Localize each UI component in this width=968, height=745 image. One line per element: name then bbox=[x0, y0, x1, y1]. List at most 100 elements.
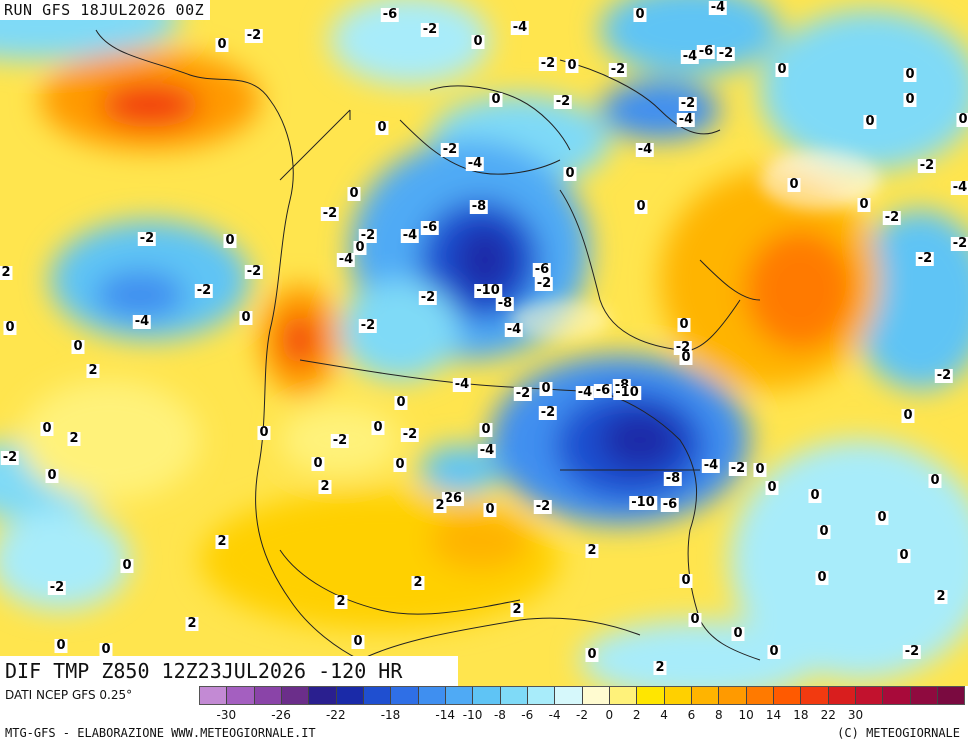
contour-value-label: 0 bbox=[901, 408, 915, 423]
legend-tick-label: 14 bbox=[765, 708, 782, 722]
contour-value-label: 0 bbox=[539, 381, 553, 396]
legend-tick-label: -8 bbox=[493, 708, 506, 722]
legend-swatch bbox=[637, 687, 665, 704]
contour-value-label: -4 bbox=[400, 228, 420, 243]
contour-value-label: 0 bbox=[347, 186, 361, 201]
contour-value-label: 0 bbox=[215, 37, 229, 52]
contour-value-label: 0 bbox=[956, 112, 968, 127]
contour-value-label: -2 bbox=[950, 236, 968, 251]
contour-value-label: 0 bbox=[479, 422, 493, 437]
contour-value-label: -2 bbox=[608, 62, 628, 77]
contour-value-label: 2 bbox=[215, 534, 229, 549]
legend-tick-label: -22 bbox=[325, 708, 346, 722]
contour-value-label: -2 bbox=[358, 318, 378, 333]
contour-value-label: 0 bbox=[633, 7, 647, 22]
contour-value-label: 2 bbox=[0, 265, 13, 280]
legend-tick-label: 8 bbox=[714, 708, 723, 722]
contour-value-label: -4 bbox=[336, 252, 356, 267]
contour-value-label: -2 bbox=[882, 210, 902, 225]
contour-value-label: 0 bbox=[483, 502, 497, 517]
contour-value-label: -2 bbox=[244, 264, 264, 279]
legend-swatch bbox=[910, 687, 938, 704]
contour-value-label: -2 bbox=[47, 580, 67, 595]
contour-value-label: 2 bbox=[585, 543, 599, 558]
contour-value-label: 0 bbox=[563, 166, 577, 181]
contour-value-label: 0 bbox=[688, 612, 702, 627]
contour-value-label: 0 bbox=[471, 34, 485, 49]
contour-value-label: -10 bbox=[629, 495, 657, 510]
contour-value-label: 2 bbox=[318, 479, 332, 494]
contour-value-label: 0 bbox=[928, 473, 942, 488]
contour-value-label: 0 bbox=[565, 58, 579, 73]
contour-value-label: -4 bbox=[510, 20, 530, 35]
contour-value-label: -2 bbox=[320, 206, 340, 221]
contour-value-label: 0 bbox=[54, 638, 68, 653]
contour-value-label: 0 bbox=[731, 626, 745, 641]
contour-value-label: 0 bbox=[353, 240, 367, 255]
contour-value-label: -2 bbox=[244, 28, 264, 43]
legend-swatch bbox=[773, 687, 802, 704]
contour-value-label: -8 bbox=[469, 199, 489, 214]
contour-value-label: -2 bbox=[915, 251, 935, 266]
contour-value-label: 0 bbox=[897, 548, 911, 563]
legend-swatch bbox=[200, 687, 228, 704]
legend-swatch bbox=[281, 687, 310, 704]
contour-value-label: 0 bbox=[679, 573, 693, 588]
contour-value-label: -2 bbox=[716, 46, 736, 61]
contour-value-label: 0 bbox=[351, 634, 365, 649]
contour-value-label: 0 bbox=[815, 570, 829, 585]
legend-tick-label: 18 bbox=[793, 708, 809, 722]
contour-value-label: -2 bbox=[137, 231, 157, 246]
legend-swatch bbox=[582, 687, 610, 704]
contour-value-label: 0 bbox=[679, 350, 693, 365]
contour-value-label: -2 bbox=[934, 368, 954, 383]
contour-value-label: -6 bbox=[593, 383, 613, 398]
contour-value-label: 0 bbox=[903, 67, 917, 82]
contour-value-label: -10 bbox=[613, 385, 641, 400]
legend-tick-label: -2 bbox=[576, 708, 588, 722]
contour-value-label: 0 bbox=[585, 647, 599, 662]
contour-value-label: -2 bbox=[902, 644, 922, 659]
legend-swatch bbox=[336, 687, 364, 704]
legend-tick-label: -10 bbox=[462, 708, 483, 722]
contour-value-label: 0 bbox=[787, 177, 801, 192]
contour-value-label: 2 bbox=[334, 594, 348, 609]
contour-value-label: -2 bbox=[538, 56, 558, 71]
legend-swatch bbox=[500, 687, 528, 704]
legend-tick-label: -30 bbox=[216, 708, 237, 722]
legend-swatch bbox=[691, 687, 720, 704]
legend-tick-labels: -30 -26 -22 -18 -14 -10 -8 -6 -4 -2 0 2 4 6 8 10 14 18 22 3… bbox=[199, 708, 965, 722]
contour-value-label: -2 bbox=[534, 276, 554, 291]
contour-value-label: 2 bbox=[510, 602, 524, 617]
contour-value-label: -2 bbox=[0, 450, 20, 465]
coastlines bbox=[95, 29, 761, 661]
contour-value-label: 0 bbox=[311, 456, 325, 471]
legend-swatch bbox=[855, 687, 884, 704]
contour-value-label: 2 bbox=[653, 660, 667, 675]
contour-value-label: -10 bbox=[474, 283, 502, 298]
contour-value-label: -2 bbox=[553, 94, 573, 109]
field-title: DIF TMP Z850 12Z23JUL2026 -120 HR bbox=[0, 656, 458, 686]
contour-value-label: 0 bbox=[394, 395, 408, 410]
legend-swatch bbox=[937, 687, 965, 704]
contour-value-label: 0 bbox=[808, 488, 822, 503]
legend-swatch bbox=[883, 687, 911, 704]
legend-swatch bbox=[801, 687, 829, 704]
contour-value-label: 0 bbox=[817, 524, 831, 539]
contour-value-label: -2 bbox=[194, 283, 214, 298]
contour-value-label: -4 bbox=[950, 180, 968, 195]
contour-value-label: -2 bbox=[533, 499, 553, 514]
credit-right: (C) METEOGIORNALE bbox=[837, 726, 960, 740]
contour-value-label: -4 bbox=[635, 142, 655, 157]
legend-tick-label: 4 bbox=[660, 708, 668, 722]
contour-value-label: 0 bbox=[393, 457, 407, 472]
legend-tick-label: 2 bbox=[632, 708, 641, 722]
contour-value-label: -4 bbox=[701, 458, 721, 473]
contour-value-label: 0 bbox=[375, 120, 389, 135]
contour-value-label: 0 bbox=[223, 233, 237, 248]
contour-value-label: 0 bbox=[120, 558, 134, 573]
data-source-label: DATI NCEP GFS 0.25° bbox=[5, 688, 133, 702]
contour-value-label: 0 bbox=[40, 421, 54, 436]
legend-tick-label: 10 bbox=[738, 708, 754, 722]
legend-swatch bbox=[445, 687, 474, 704]
